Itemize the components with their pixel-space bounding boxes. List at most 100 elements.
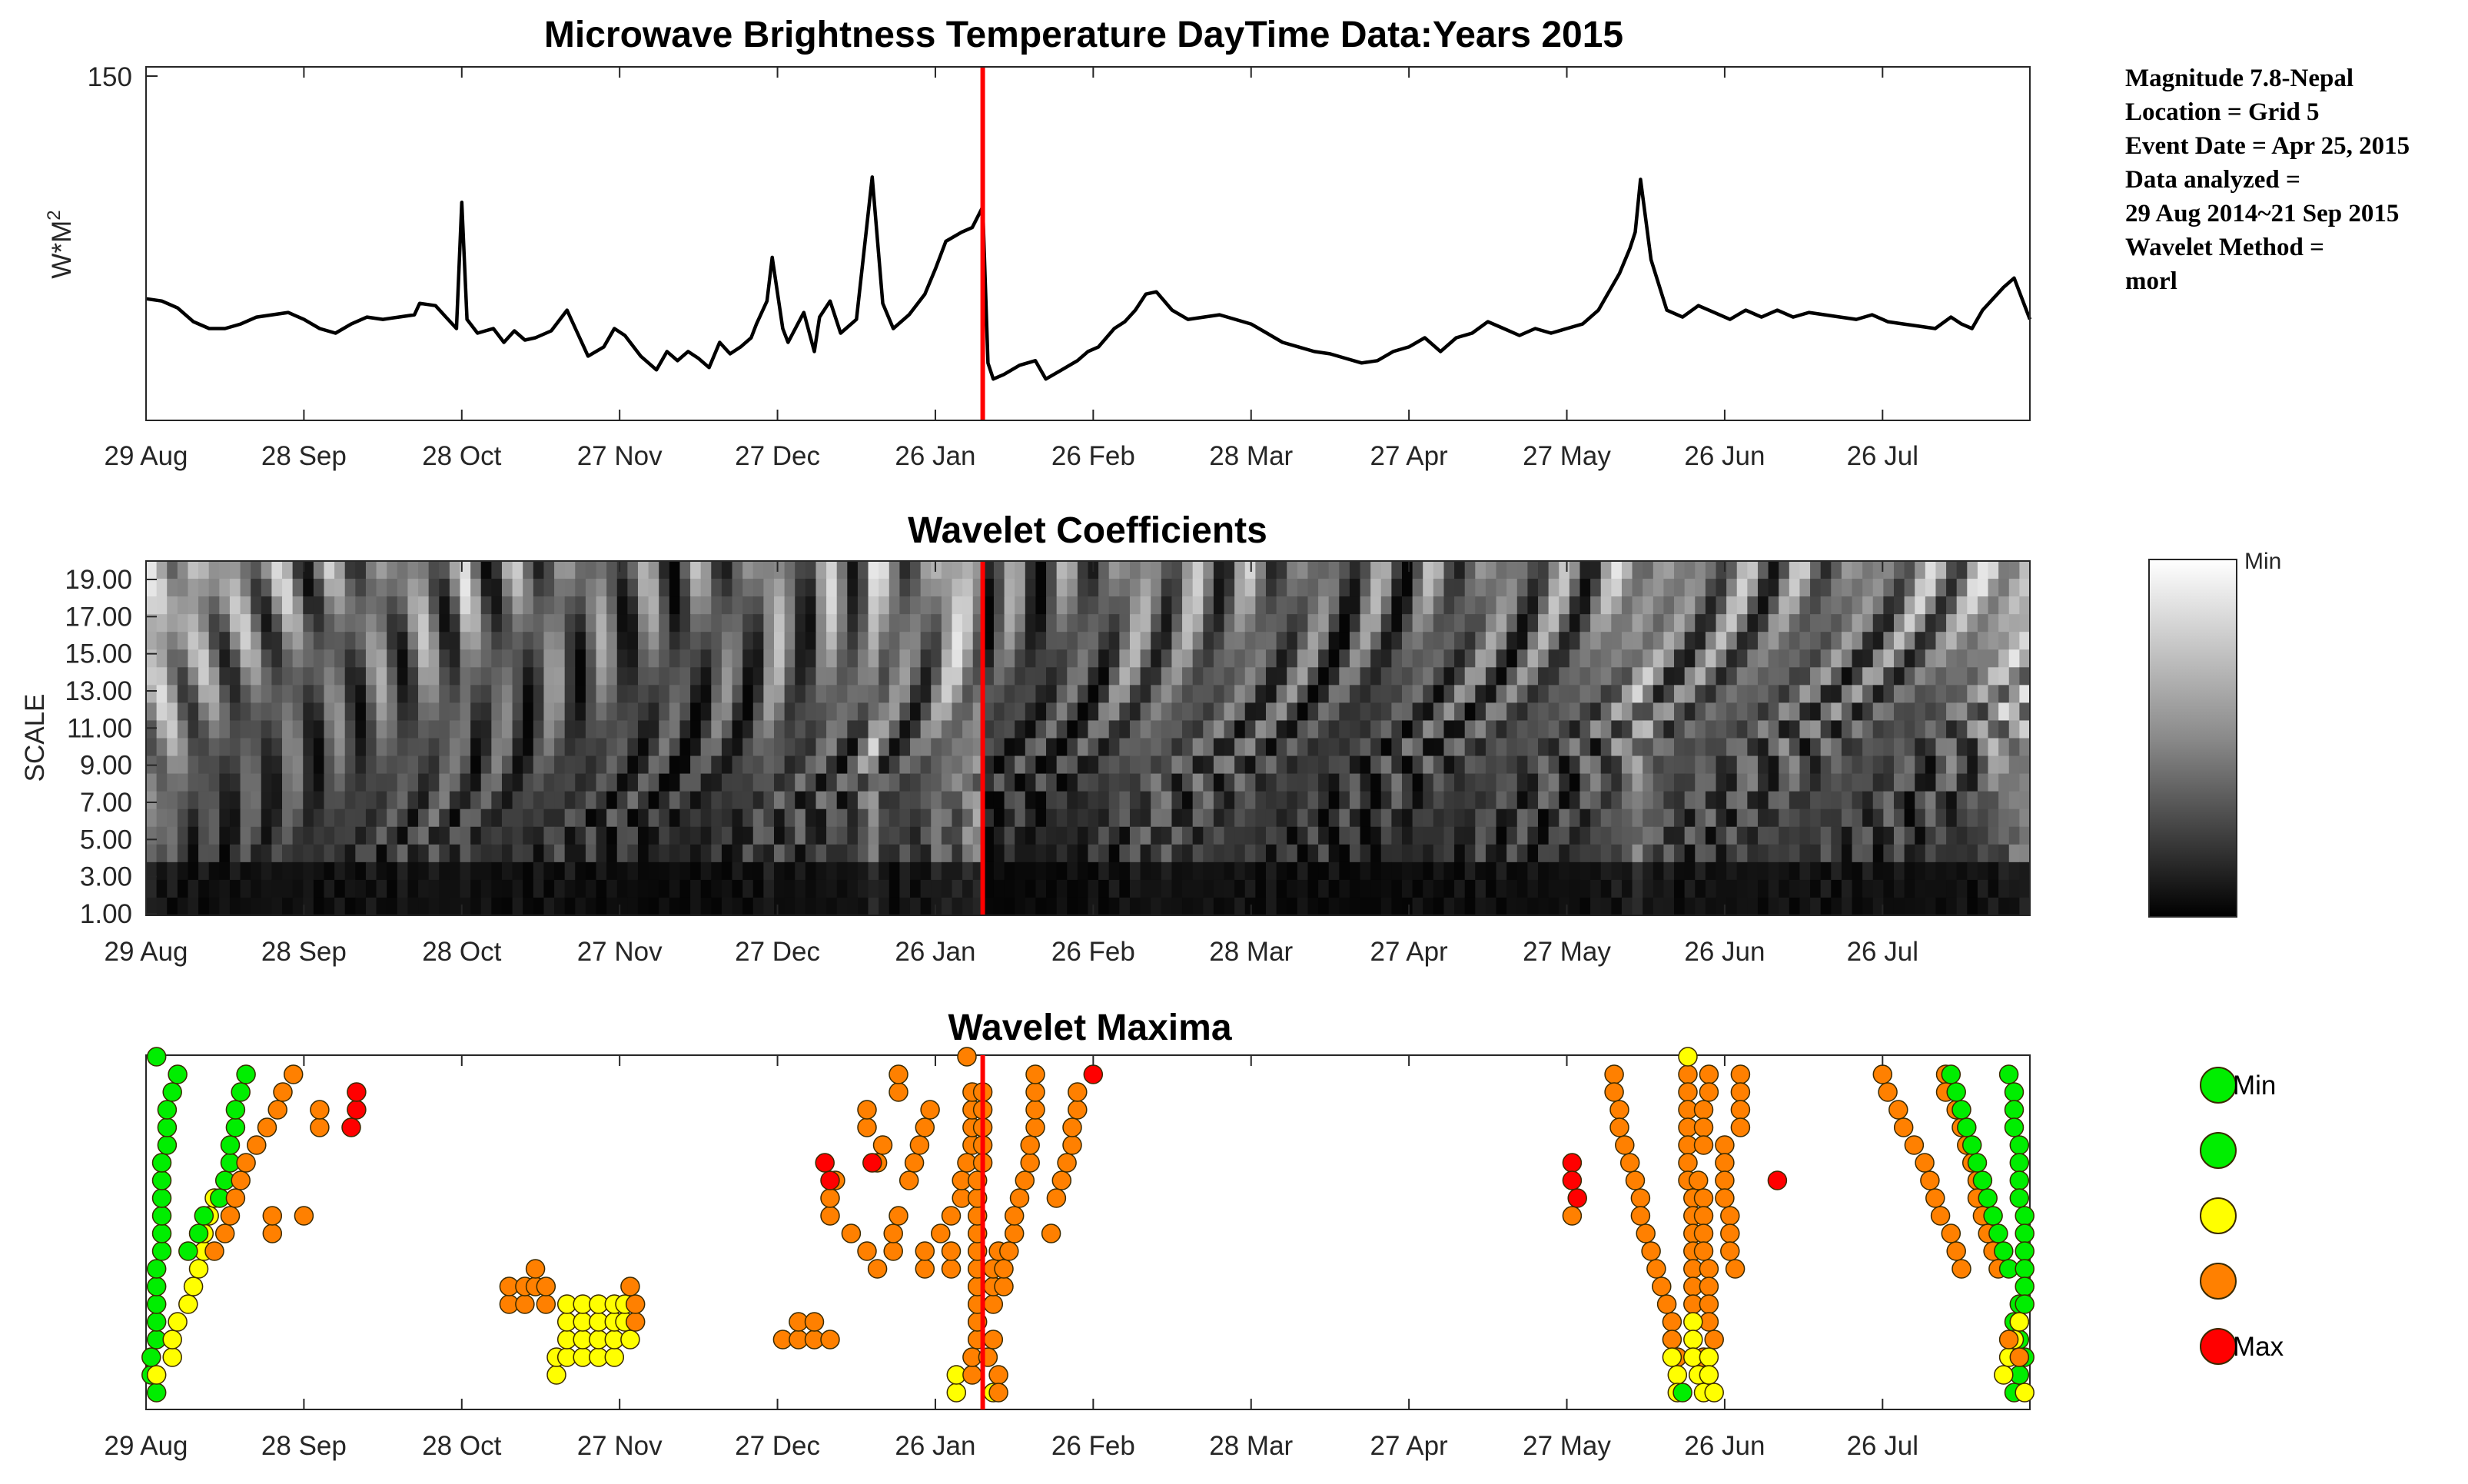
- heatmap-cell: [156, 826, 168, 845]
- heatmap-cell: [826, 596, 838, 615]
- heatmap-cell: [1956, 862, 1968, 881]
- heatmap-cell: [156, 596, 168, 615]
- heatmap-cell: [1423, 702, 1434, 722]
- heatmap-cell: [1569, 738, 1581, 757]
- heatmap-cell: [198, 632, 210, 650]
- heatmap-cell: [648, 561, 659, 579]
- heatmap-cell: [805, 720, 817, 739]
- heatmap-cell: [2019, 632, 2031, 650]
- heatmap-cell: [1611, 791, 1623, 810]
- heatmap-cell: [1454, 897, 1466, 916]
- heatmap-cell: [1203, 755, 1214, 775]
- heatmap-cell: [1946, 667, 1958, 686]
- maxima-point: [162, 1347, 182, 1367]
- maxima-point: [2015, 1259, 2035, 1279]
- heatmap-cell: [1716, 720, 1727, 739]
- heatmap-cell: [1213, 720, 1225, 739]
- heatmap-cell: [1402, 685, 1413, 703]
- heatmap-cell: [1810, 773, 1822, 792]
- heatmap-cell: [480, 614, 492, 632]
- heatmap-cell: [826, 755, 838, 775]
- heatmap-cell: [271, 579, 283, 597]
- heatmap-cell: [1161, 755, 1173, 775]
- heatmap-cell: [763, 773, 775, 792]
- heatmap-cell: [407, 738, 419, 757]
- heatmap-cell: [1140, 649, 1151, 668]
- heatmap-cell: [1569, 614, 1581, 632]
- heatmap-cell: [952, 702, 963, 722]
- heatmap-cell: [501, 897, 513, 916]
- heatmap-cell: [428, 632, 440, 650]
- heatmap-cell: [1904, 773, 1915, 792]
- heatmap-cell: [365, 702, 377, 722]
- heatmap-cell: [1883, 897, 1895, 916]
- maxima-point: [146, 1259, 167, 1279]
- heatmap-cell: [1349, 844, 1361, 863]
- maxima-point: [2009, 1188, 2030, 1208]
- heatmap-cell: [1831, 614, 1842, 632]
- heatmap-cell: [721, 755, 733, 775]
- heatmap-cell: [1600, 720, 1612, 739]
- heatmap-cell: [1872, 614, 1884, 632]
- heatmap-cell: [1946, 720, 1958, 739]
- heatmap-cell: [418, 862, 430, 881]
- heatmap-cell: [1768, 755, 1779, 775]
- heatmap-cell: [1831, 685, 1842, 703]
- heatmap-cell: [1297, 879, 1309, 898]
- maxima-point: [931, 1223, 951, 1243]
- heatmap-cell: [826, 579, 838, 597]
- heatmap-cell: [1663, 862, 1675, 881]
- heatmap-cell: [480, 773, 492, 792]
- heatmap-cell: [554, 632, 566, 650]
- heatmap-cell: [324, 702, 335, 722]
- heatmap-cell: [240, 808, 251, 828]
- heatmap-cell: [512, 685, 523, 703]
- heatmap-cell: [365, 685, 377, 703]
- heatmap-cell: [1244, 614, 1256, 632]
- heatmap-cell: [627, 667, 639, 686]
- heatmap-cell: [784, 755, 796, 775]
- heatmap-cell: [1203, 897, 1214, 916]
- heatmap-cell: [418, 791, 430, 810]
- heatmap-cell: [1695, 685, 1706, 703]
- heatmap-cell: [1077, 579, 1089, 597]
- heatmap-cell: [1287, 897, 1298, 916]
- heatmap-cell: [721, 702, 733, 722]
- heatmap-cell: [1862, 844, 1874, 863]
- heatmap-cell: [1140, 561, 1151, 579]
- heatmap-cell: [1747, 720, 1759, 739]
- heatmap-cell: [1506, 879, 1518, 898]
- heatmap-cell: [1695, 561, 1706, 579]
- heatmap-cell: [1988, 738, 1999, 757]
- heatmap-cell: [879, 808, 890, 828]
- heatmap-cell: [1349, 685, 1361, 703]
- heatmap-cell: [2019, 596, 2031, 615]
- heatmap-cell: [188, 720, 199, 739]
- heatmap-cell: [784, 614, 796, 632]
- heatmap-cell: [1747, 561, 1759, 579]
- heatmap-cell: [1967, 596, 1978, 615]
- heatmap-cell: [1464, 649, 1476, 668]
- heatmap-cell: [1287, 632, 1298, 650]
- heatmap-cell: [879, 561, 890, 579]
- heatmap-cell: [1485, 702, 1497, 722]
- heatmap-cell: [752, 897, 764, 916]
- heatmap-cell: [1935, 720, 1947, 739]
- heatmap-cell: [1161, 649, 1173, 668]
- heatmap-cell: [1015, 702, 1026, 722]
- heatmap-cell: [596, 561, 607, 579]
- maxima-point: [2009, 1312, 2030, 1332]
- heatmap-cell: [910, 579, 922, 597]
- heatmap-cell: [1779, 685, 1790, 703]
- heatmap-cell: [1663, 632, 1675, 650]
- heatmap-cell: [1559, 685, 1570, 703]
- heatmap-cell: [1516, 702, 1528, 722]
- heatmap-cell: [1265, 738, 1277, 757]
- heatmap-cell: [313, 702, 325, 722]
- heatmap-cell: [1705, 897, 1717, 916]
- heatmap-cell: [1516, 773, 1528, 792]
- heatmap-cell: [1684, 702, 1696, 722]
- heatmap-cell: [1035, 632, 1047, 650]
- heatmap-cell: [1276, 632, 1287, 650]
- heatmap-cell: [480, 720, 492, 739]
